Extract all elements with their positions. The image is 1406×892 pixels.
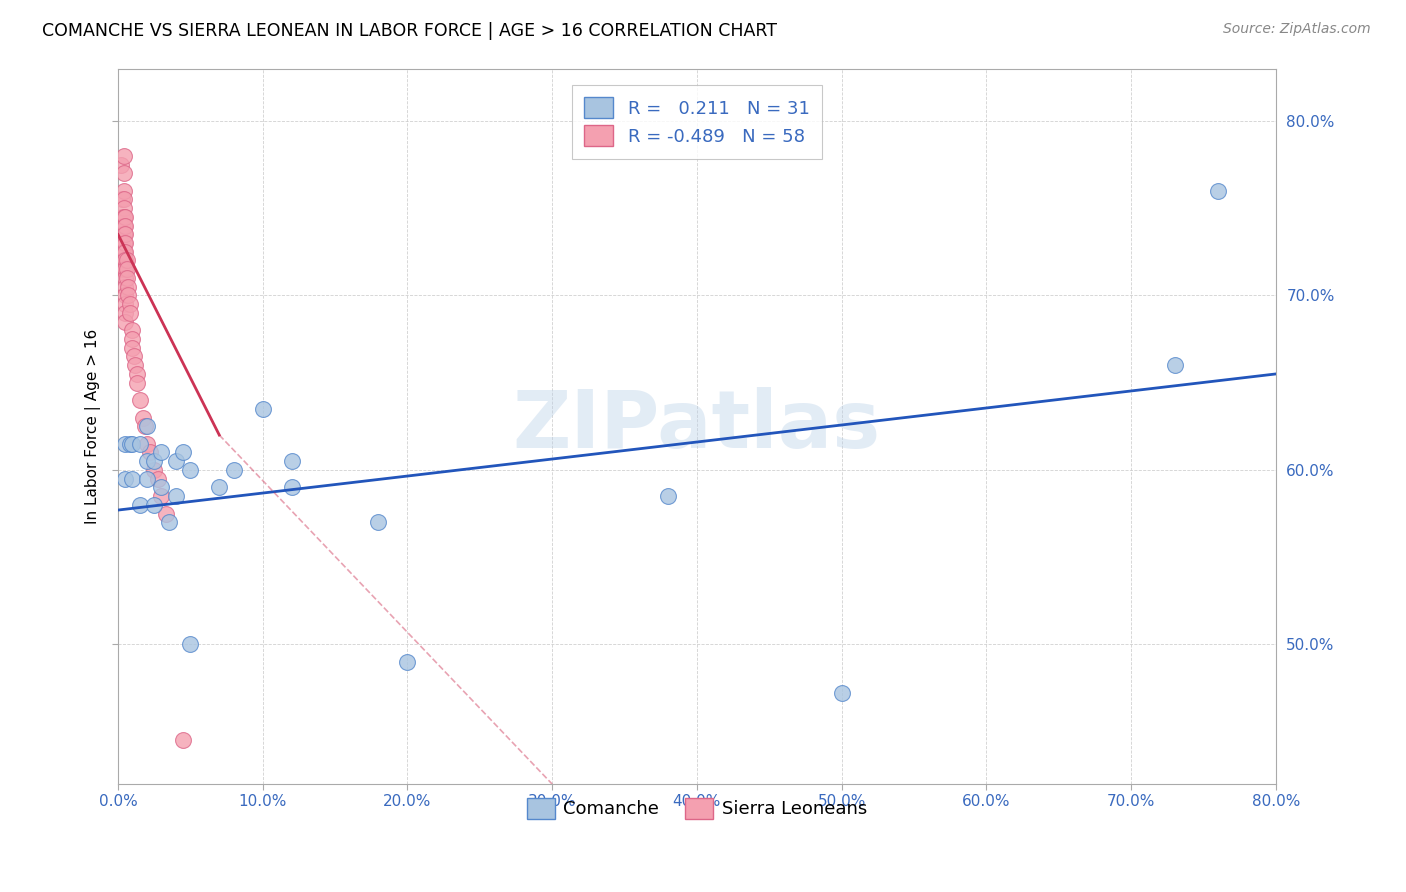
Point bbox=[114, 436, 136, 450]
Point bbox=[172, 445, 194, 459]
Point bbox=[114, 219, 136, 233]
Point bbox=[135, 419, 157, 434]
Point bbox=[111, 219, 134, 233]
Point bbox=[115, 271, 138, 285]
Point bbox=[115, 262, 138, 277]
Point bbox=[134, 419, 156, 434]
Point bbox=[657, 489, 679, 503]
Point bbox=[124, 358, 146, 372]
Point bbox=[157, 516, 180, 530]
Point bbox=[125, 376, 148, 390]
Point bbox=[143, 463, 166, 477]
Point bbox=[122, 350, 145, 364]
Point bbox=[143, 454, 166, 468]
Point bbox=[135, 436, 157, 450]
Point bbox=[367, 516, 389, 530]
Point bbox=[125, 367, 148, 381]
Point bbox=[114, 288, 136, 302]
Point bbox=[121, 472, 143, 486]
Point bbox=[112, 166, 135, 180]
Point bbox=[114, 306, 136, 320]
Point bbox=[121, 436, 143, 450]
Point bbox=[114, 262, 136, 277]
Point bbox=[114, 253, 136, 268]
Point bbox=[121, 332, 143, 346]
Point bbox=[114, 315, 136, 329]
Point bbox=[155, 507, 177, 521]
Point bbox=[222, 463, 245, 477]
Point bbox=[114, 472, 136, 486]
Point bbox=[150, 445, 173, 459]
Point bbox=[114, 297, 136, 311]
Point bbox=[396, 655, 419, 669]
Point bbox=[114, 279, 136, 293]
Point bbox=[280, 480, 302, 494]
Point bbox=[1206, 184, 1229, 198]
Point bbox=[112, 184, 135, 198]
Point bbox=[111, 193, 134, 207]
Point bbox=[112, 149, 135, 163]
Point bbox=[112, 210, 135, 224]
Point bbox=[172, 733, 194, 747]
Point bbox=[128, 393, 150, 408]
Point bbox=[128, 436, 150, 450]
Point bbox=[179, 637, 201, 651]
Point bbox=[112, 201, 135, 215]
Point bbox=[111, 227, 134, 242]
Point bbox=[150, 480, 173, 494]
Point bbox=[131, 410, 153, 425]
Point bbox=[112, 235, 135, 250]
Point bbox=[114, 271, 136, 285]
Point bbox=[117, 279, 139, 293]
Point bbox=[252, 401, 274, 416]
Point bbox=[148, 472, 170, 486]
Point bbox=[112, 193, 135, 207]
Point bbox=[117, 288, 139, 302]
Point bbox=[111, 244, 134, 259]
Point bbox=[139, 445, 162, 459]
Point bbox=[112, 244, 135, 259]
Text: COMANCHE VS SIERRA LEONEAN IN LABOR FORCE | AGE > 16 CORRELATION CHART: COMANCHE VS SIERRA LEONEAN IN LABOR FORC… bbox=[42, 22, 778, 40]
Point bbox=[128, 498, 150, 512]
Point bbox=[150, 489, 173, 503]
Point bbox=[118, 436, 141, 450]
Point bbox=[111, 235, 134, 250]
Point bbox=[114, 210, 136, 224]
Point bbox=[112, 253, 135, 268]
Point bbox=[208, 480, 231, 494]
Text: ZIPatlas: ZIPatlas bbox=[513, 387, 882, 466]
Point bbox=[135, 454, 157, 468]
Point bbox=[110, 157, 132, 171]
Point bbox=[118, 306, 141, 320]
Point bbox=[114, 235, 136, 250]
Point bbox=[111, 210, 134, 224]
Point bbox=[121, 323, 143, 337]
Point bbox=[114, 227, 136, 242]
Point bbox=[111, 262, 134, 277]
Point bbox=[121, 341, 143, 355]
Point bbox=[112, 262, 135, 277]
Point bbox=[165, 489, 187, 503]
Point bbox=[118, 297, 141, 311]
Point bbox=[280, 454, 302, 468]
Point bbox=[112, 227, 135, 242]
Point bbox=[1163, 358, 1185, 372]
Point bbox=[135, 472, 157, 486]
Text: Source: ZipAtlas.com: Source: ZipAtlas.com bbox=[1223, 22, 1371, 37]
Point bbox=[143, 498, 166, 512]
Point bbox=[114, 244, 136, 259]
Point bbox=[112, 219, 135, 233]
Y-axis label: In Labor Force | Age > 16: In Labor Force | Age > 16 bbox=[86, 328, 101, 524]
Point bbox=[111, 253, 134, 268]
Legend: Comanche, Sierra Leoneans: Comanche, Sierra Leoneans bbox=[520, 791, 875, 825]
Point bbox=[115, 253, 138, 268]
Point bbox=[165, 454, 187, 468]
Point bbox=[831, 686, 853, 700]
Point bbox=[179, 463, 201, 477]
